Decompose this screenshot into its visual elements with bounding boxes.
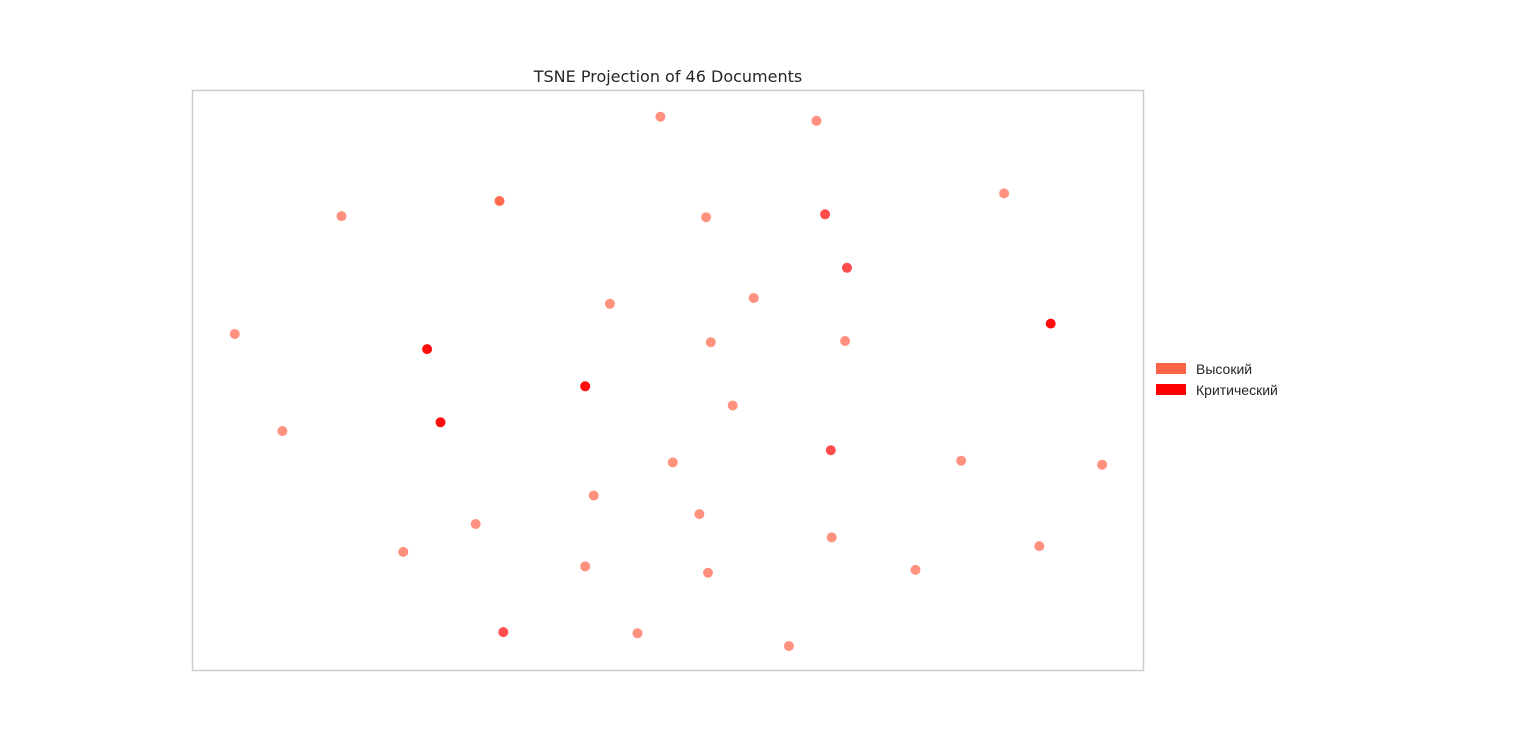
point-series-0-5	[701, 212, 712, 223]
legend-swatch-kriticheskiy	[1156, 384, 1186, 395]
point-series-0-1	[811, 115, 822, 126]
point-series-0-0	[655, 111, 666, 122]
point-series-0-18	[694, 509, 705, 520]
point-series-0-9	[705, 337, 716, 348]
point-series-0-23	[910, 564, 921, 575]
point-series-0-11	[727, 400, 738, 411]
legend-swatch-vysokiy	[1156, 363, 1186, 374]
point-series-0-17	[470, 519, 481, 529]
point-series-0-21	[826, 532, 837, 543]
point-series-1-1	[842, 262, 852, 273]
point-series-0-2	[999, 188, 1010, 199]
point-series-0-10	[840, 336, 851, 346]
legend-label-vysokiy: Высокий	[1196, 361, 1252, 377]
plot-area-frame	[191, 89, 1145, 672]
point-series-0-12	[277, 426, 288, 436]
point-series-0-24	[1034, 541, 1045, 552]
point-series-0-7	[604, 298, 615, 309]
point-series-0-15	[1097, 459, 1108, 470]
point-series-0-19	[398, 546, 409, 557]
chart-title: TSNE Projection of 46 Documents	[533, 67, 802, 86]
point-series-0-4	[494, 196, 505, 206]
point-series-0-3	[336, 211, 347, 222]
chart-legend: Высокий Критический	[1156, 361, 1278, 398]
point-series-0-16	[588, 490, 599, 501]
scatter-points	[229, 111, 1108, 651]
point-series-0-20	[580, 561, 591, 572]
point-series-1-2	[1045, 318, 1056, 329]
point-series-0-8	[229, 329, 240, 339]
point-series-1-6	[825, 445, 836, 456]
point-series-0-25	[632, 628, 643, 639]
point-series-0-26	[783, 641, 794, 651]
series-1	[422, 209, 1056, 638]
legend-label-kriticheskiy: Критический	[1196, 382, 1278, 398]
point-series-1-3	[422, 344, 433, 355]
point-series-1-0	[820, 209, 831, 220]
point-series-0-13	[667, 457, 678, 468]
point-series-1-7	[498, 627, 509, 638]
point-series-0-22	[703, 567, 713, 578]
point-series-0-14	[956, 455, 967, 466]
series-0	[229, 111, 1108, 651]
point-series-1-5	[435, 417, 446, 428]
point-series-0-6	[748, 293, 759, 303]
point-series-1-4	[580, 381, 591, 392]
